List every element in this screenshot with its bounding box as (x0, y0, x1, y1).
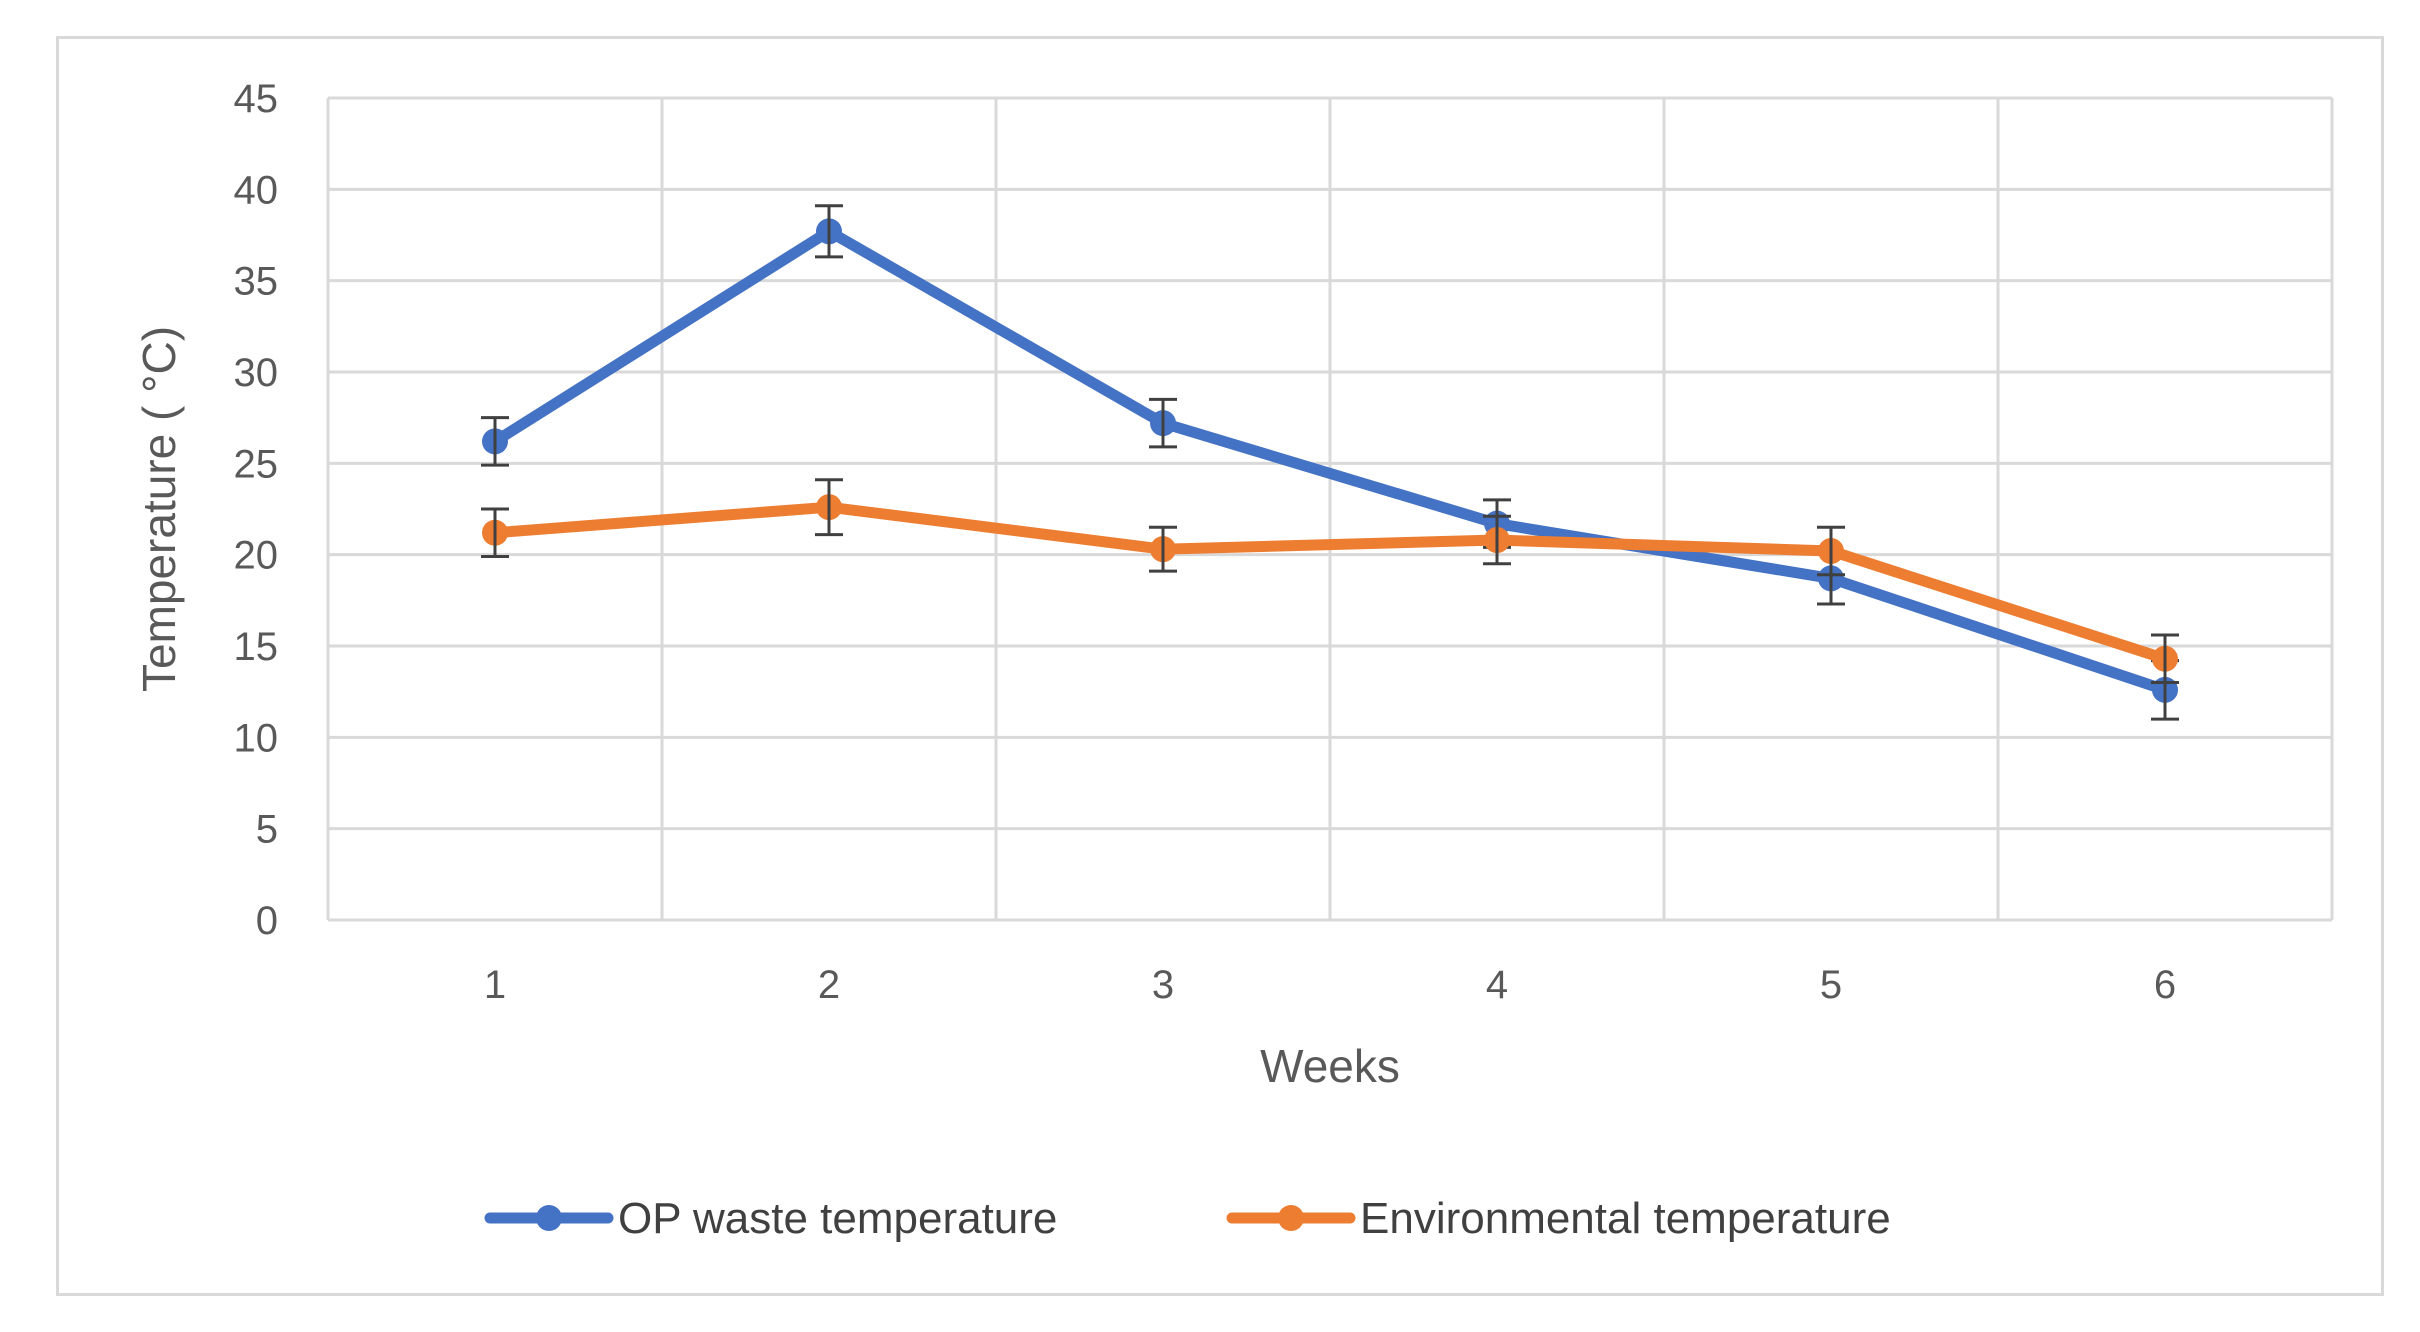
legend-label: Environmental temperature (1360, 1194, 1891, 1243)
series-line (489, 501, 2171, 665)
x-tick-label: 4 (1486, 963, 1508, 1007)
y-tick-label: 15 (234, 625, 279, 669)
error-bar (481, 507, 509, 558)
series-line (489, 225, 2171, 696)
series-environmental (481, 478, 2179, 685)
legend: OP waste temperature Environmental temper… (484, 1194, 1891, 1243)
y-tick-label: 0 (256, 899, 278, 943)
error-bar (1149, 397, 1177, 449)
chart-frame (56, 36, 2384, 1296)
legend-swatch-marker (1278, 1205, 1304, 1231)
legend-label: OP waste temperature (618, 1194, 1057, 1243)
error-bar (1483, 514, 1511, 566)
x-tick-label: 3 (1152, 963, 1174, 1007)
y-tick-label: 45 (234, 77, 279, 121)
x-tick-label: 5 (1820, 963, 1842, 1007)
y-tick-label: 35 (234, 260, 279, 304)
error-bar (815, 204, 843, 259)
y-tick-label: 25 (234, 442, 279, 486)
grid-lines (326, 96, 2334, 920)
x-tick-label: 1 (484, 963, 506, 1007)
y-tick-label: 20 (234, 534, 279, 578)
y-tick-label: 40 (234, 168, 279, 212)
legend-swatch-marker (536, 1205, 562, 1231)
legend-item: Environmental temperature (1226, 1194, 1891, 1243)
y-tick-label: 30 (234, 351, 279, 395)
y-tick-label: 5 (256, 808, 278, 852)
error-bar (2151, 633, 2179, 685)
x-tick-label: 6 (2154, 963, 2176, 1007)
error-bar (815, 478, 843, 537)
series (481, 204, 2179, 721)
y-tick-label: 10 (234, 716, 279, 760)
error-bar (1149, 525, 1177, 573)
legend-item: OP waste temperature (484, 1194, 1057, 1243)
error-bar (481, 416, 509, 467)
y-axis-title: Temperature ( °C) (133, 326, 185, 692)
error-bar (1817, 525, 1845, 577)
x-tick-label: 2 (818, 963, 840, 1007)
x-axis-title: Weeks (1260, 1040, 1400, 1092)
